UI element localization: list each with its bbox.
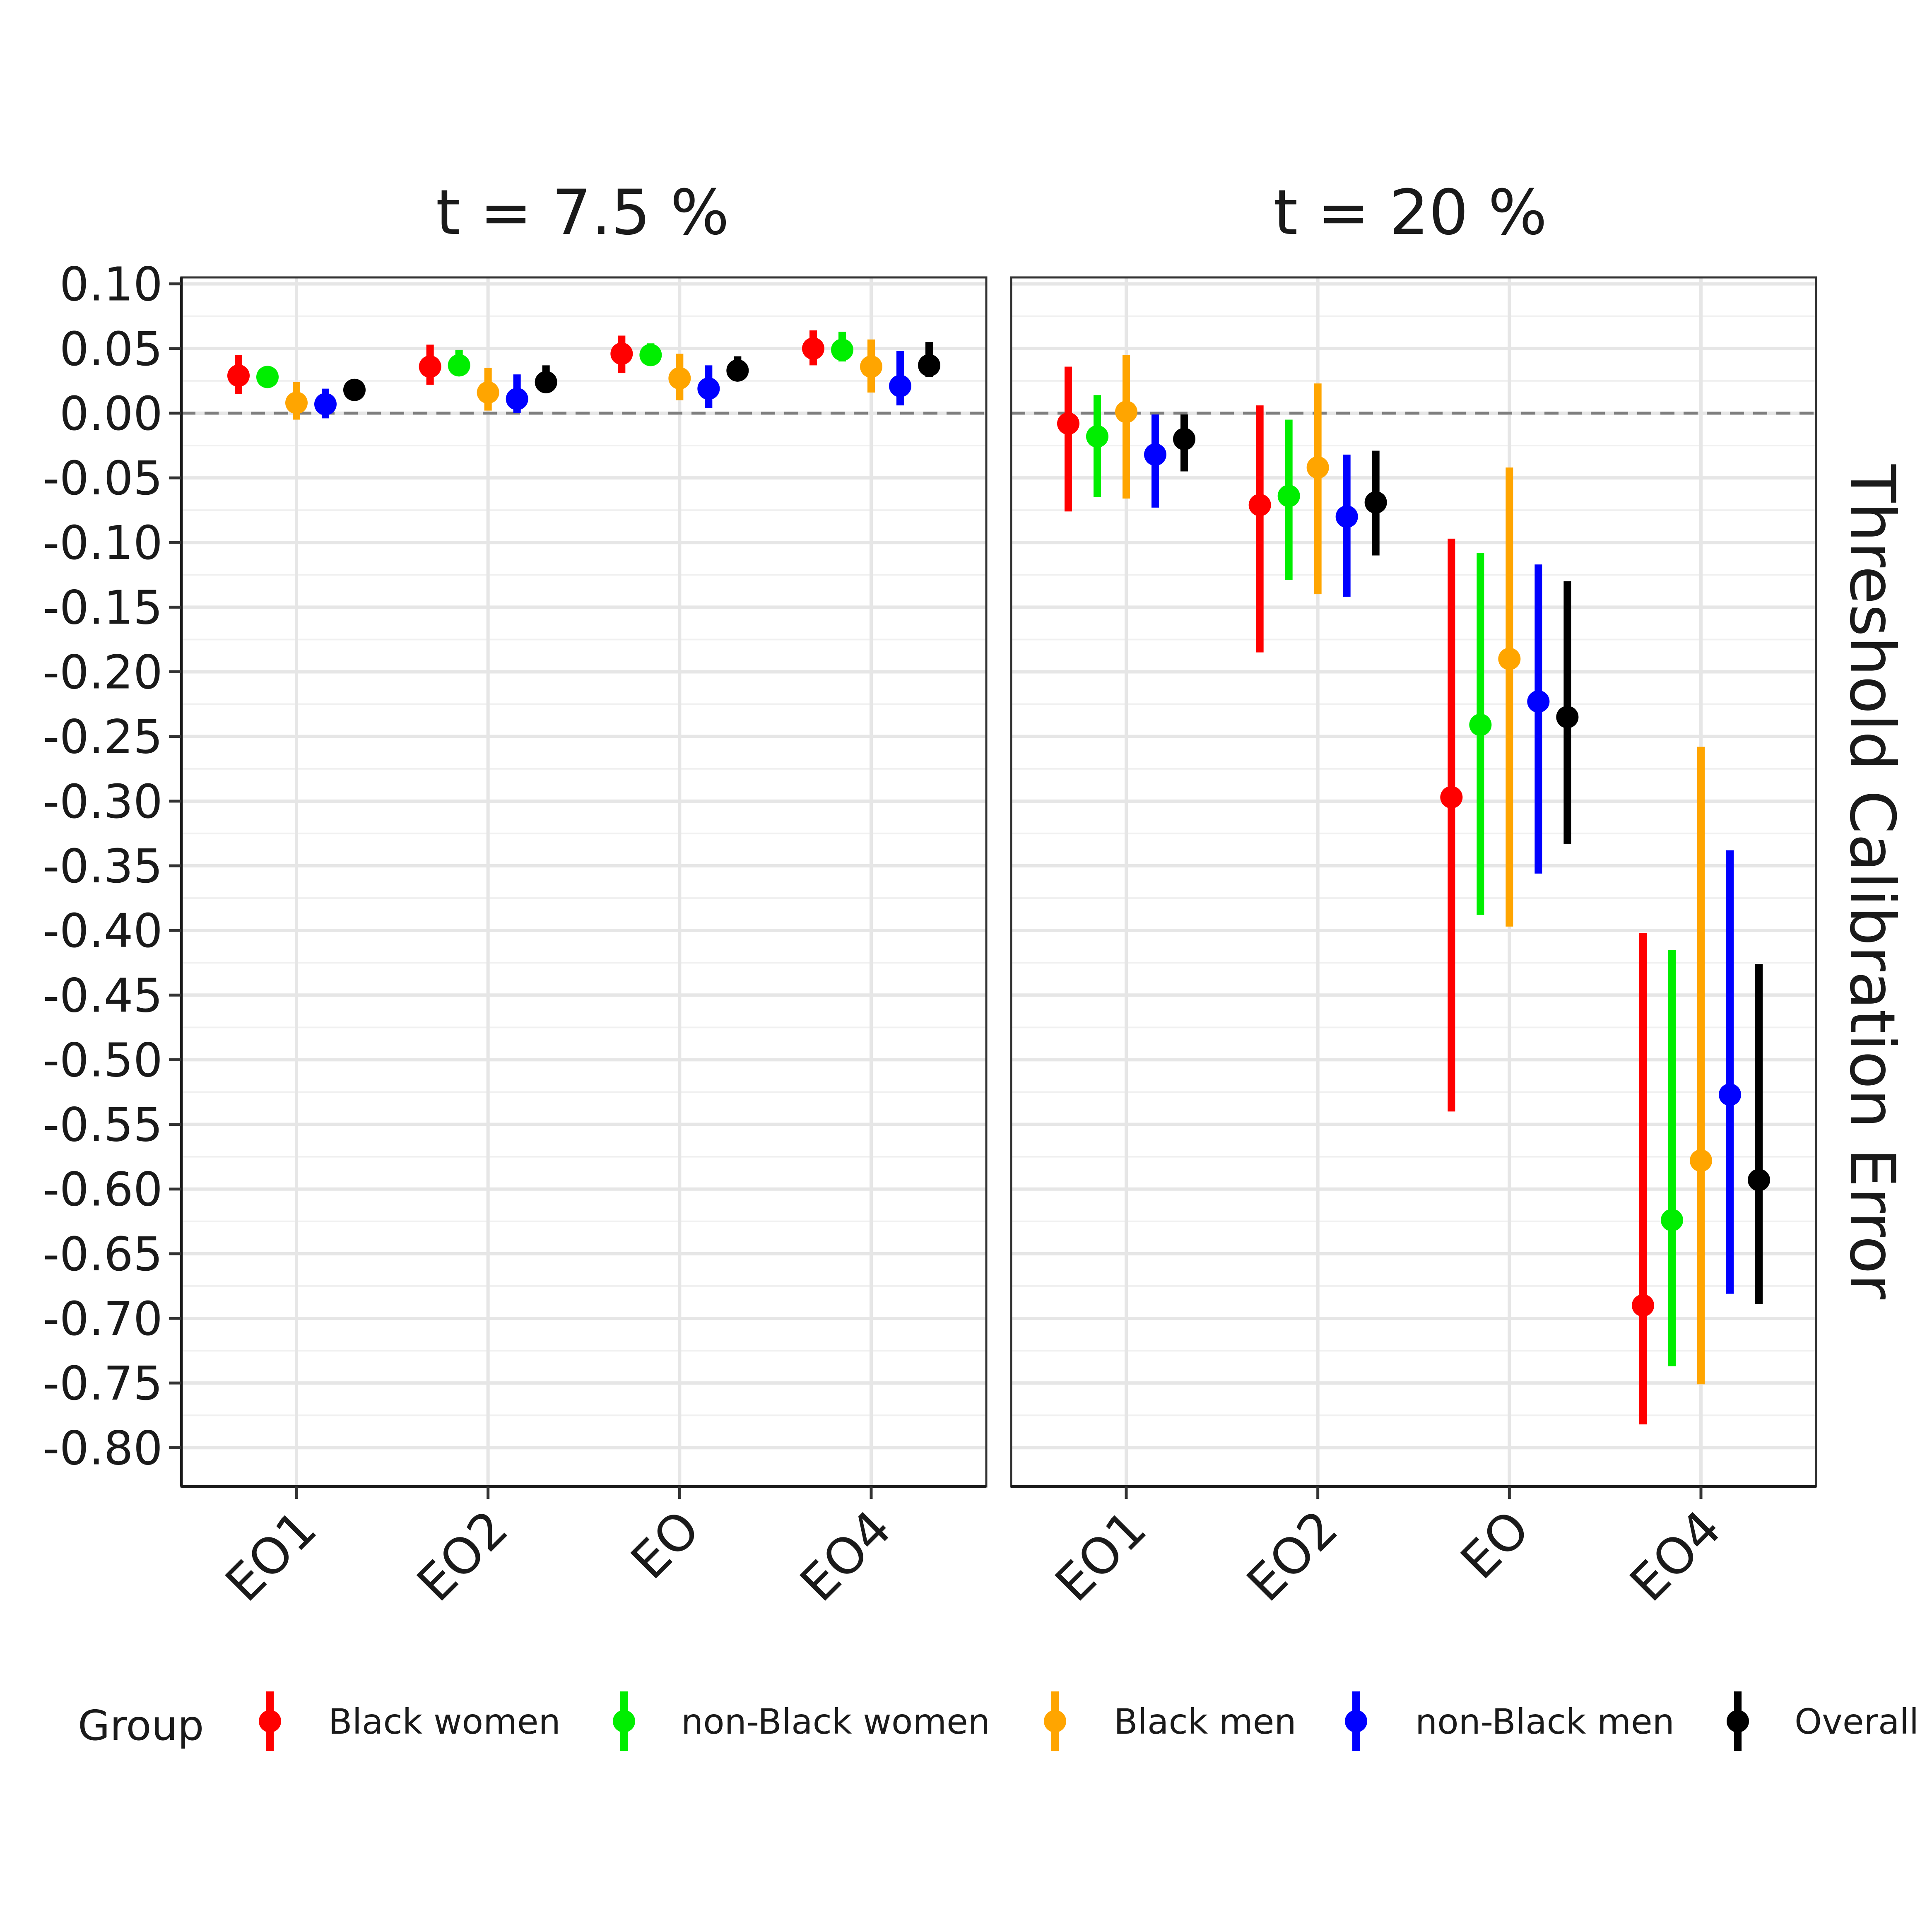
y-tick-label: -0.80 xyxy=(43,1421,163,1475)
legend-label: non-Black women xyxy=(681,1701,990,1742)
data-point xyxy=(860,355,883,378)
legend-label: Black women xyxy=(328,1701,561,1742)
panel-1: EO1 EO2 EO EO4 xyxy=(180,276,988,1613)
data-point xyxy=(1364,491,1387,514)
data-point xyxy=(1469,713,1492,736)
legend-label: non-Black men xyxy=(1415,1701,1674,1742)
y-tick-label: -0.20 xyxy=(43,646,163,700)
data-point xyxy=(1556,706,1579,728)
data-point xyxy=(1661,1209,1684,1231)
data-point xyxy=(697,377,720,400)
data-point xyxy=(1086,425,1108,448)
data-point xyxy=(1632,1294,1655,1317)
data-point xyxy=(227,364,250,387)
data-point xyxy=(831,338,854,361)
y-tick-label: 0.00 xyxy=(60,387,163,441)
data-point xyxy=(419,355,441,378)
data-point xyxy=(448,354,470,377)
panel-title-right: t = 20 % xyxy=(1274,177,1547,249)
y-tick-label: -0.65 xyxy=(43,1228,163,1282)
data-point xyxy=(506,388,528,410)
legend-key-point xyxy=(613,1710,635,1732)
data-point xyxy=(477,381,499,404)
data-point xyxy=(1277,484,1300,507)
y-tick-label: -0.50 xyxy=(43,1033,163,1087)
y-tick-label: -0.55 xyxy=(43,1098,163,1152)
y-tick-label: -0.10 xyxy=(43,516,163,570)
data-point xyxy=(1440,786,1463,809)
legend: Black women non-Black women Black men non-B… xyxy=(259,1691,1919,1751)
panel-background xyxy=(1011,277,1816,1486)
data-point xyxy=(1335,505,1358,528)
y-tick-label: 0.05 xyxy=(60,323,163,376)
legend-key-point xyxy=(1044,1710,1066,1732)
plot-area: EO1 EO2 EO EO4 EO1 EO2 EO EO4 0.10 0.05 0.00 -0.05 -… xyxy=(43,258,1817,1613)
legend-key-point xyxy=(259,1710,281,1732)
x-tick-label: EO4 xyxy=(1619,1500,1732,1613)
data-point xyxy=(639,344,662,366)
y-tick-label: -0.60 xyxy=(43,1163,163,1217)
y-tick-label: -0.45 xyxy=(43,969,163,1023)
x-tick-label: EO xyxy=(1450,1500,1541,1590)
data-point xyxy=(314,393,337,416)
data-point xyxy=(1248,494,1271,516)
data-point xyxy=(726,359,749,382)
data-point xyxy=(889,375,912,397)
y-tick-label: -0.30 xyxy=(43,775,163,829)
x-tick-label: EO1 xyxy=(215,1500,328,1613)
y-tick-label: -0.75 xyxy=(43,1357,163,1411)
data-point xyxy=(285,391,308,414)
x-tick-label: EO4 xyxy=(790,1500,903,1613)
legend-key-point xyxy=(1727,1710,1749,1732)
y-tick-label: -0.05 xyxy=(43,452,163,506)
legend-label: Black men xyxy=(1114,1701,1296,1742)
y-tick-label: -0.40 xyxy=(43,904,163,958)
x-tick-label: EO1 xyxy=(1045,1500,1158,1613)
data-point xyxy=(610,342,633,365)
data-point xyxy=(1144,443,1166,466)
y-tick-label: -0.15 xyxy=(43,581,163,635)
data-point xyxy=(1057,412,1079,435)
legend-key-point xyxy=(1345,1710,1367,1732)
panel-2: EO1 EO2 EO EO4 xyxy=(1010,276,1817,1613)
panel-background xyxy=(181,277,986,1486)
data-point xyxy=(256,366,279,388)
data-point xyxy=(343,378,366,401)
x-tick-label: EO xyxy=(620,1500,711,1590)
data-point xyxy=(1498,648,1521,670)
data-point xyxy=(535,371,557,393)
y-axis-title: Threshold Calibration Error xyxy=(1836,464,1908,1300)
data-point xyxy=(668,367,691,390)
y-tick-label: -0.25 xyxy=(43,711,163,764)
data-point xyxy=(802,337,825,360)
data-point xyxy=(1115,400,1137,423)
data-point xyxy=(1719,1083,1742,1106)
y-tick-label: -0.70 xyxy=(43,1292,163,1346)
data-point xyxy=(1306,456,1329,479)
panel-title-left: t = 7.5 % xyxy=(436,177,730,249)
legend-label: Overall xyxy=(1795,1701,1919,1742)
data-point xyxy=(1527,690,1550,713)
legend-title: Group xyxy=(78,1701,204,1750)
data-point xyxy=(918,354,941,377)
x-tick-label: EO2 xyxy=(1236,1500,1349,1613)
data-point xyxy=(1173,428,1195,450)
data-point xyxy=(1690,1149,1713,1172)
y-tick-label: -0.35 xyxy=(43,840,163,894)
y-tick-label: 0.10 xyxy=(60,258,163,312)
data-point xyxy=(1748,1168,1771,1191)
x-tick-label: EO2 xyxy=(406,1500,519,1613)
